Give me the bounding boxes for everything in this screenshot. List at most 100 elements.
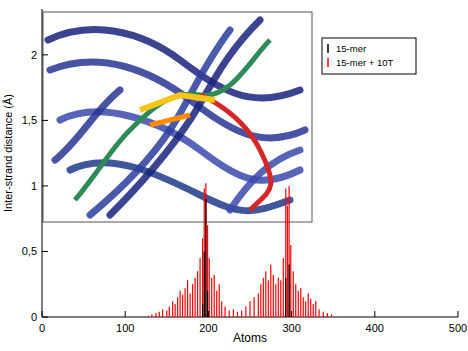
- spike: [211, 278, 212, 317]
- spike: [268, 280, 269, 317]
- spike: [182, 295, 183, 317]
- spike: [205, 183, 206, 317]
- spike: [172, 301, 173, 317]
- spike: [285, 189, 286, 317]
- legend-label: 15-mer: [336, 43, 366, 54]
- spike: [308, 293, 309, 317]
- y-tick: [42, 317, 48, 318]
- inset-image: [43, 12, 312, 222]
- legend-swatch: [327, 58, 329, 67]
- spike: [293, 271, 294, 317]
- y-tick-label: 0: [31, 311, 37, 323]
- spike: [197, 271, 198, 317]
- spike: [283, 258, 284, 317]
- spike: [162, 309, 163, 317]
- spike: [323, 312, 324, 317]
- y-tick: [42, 54, 48, 55]
- spike: [275, 284, 276, 317]
- spike: [289, 265, 290, 317]
- spike: [295, 284, 296, 317]
- spike: [249, 301, 250, 317]
- spike: [315, 301, 316, 317]
- y-tick: [42, 185, 48, 186]
- spike: [258, 293, 259, 317]
- y-tick-label: 2: [31, 49, 37, 61]
- spike: [204, 189, 205, 317]
- spike: [205, 199, 206, 317]
- spike: [310, 299, 311, 317]
- spike: [177, 297, 178, 317]
- spike: [245, 307, 246, 317]
- legend-box: [322, 38, 416, 74]
- spike: [287, 206, 288, 317]
- spike: [216, 291, 217, 317]
- spike: [263, 278, 264, 317]
- spike: [202, 304, 203, 317]
- spike: [270, 265, 271, 317]
- x-tick-label: 200: [199, 322, 217, 334]
- x-tick-label: 100: [116, 322, 134, 334]
- y-tick: [42, 251, 48, 252]
- spike: [185, 288, 186, 317]
- spike: [155, 313, 156, 317]
- spike: [207, 291, 208, 317]
- x-tick: [125, 311, 126, 317]
- x-tick: [458, 311, 459, 317]
- spike: [169, 307, 170, 317]
- spike: [207, 225, 208, 317]
- spike: [224, 307, 225, 317]
- spike: [192, 284, 193, 317]
- y-tick: [42, 120, 48, 121]
- chart: 0 100 200 300 400 500 0 0,5 1 1,5 2 Atoms Inter-stra…: [0, 0, 468, 351]
- spike: [180, 291, 181, 317]
- spike: [241, 310, 242, 317]
- y-tick-label: 1,5: [22, 114, 37, 126]
- spike: [237, 312, 238, 317]
- x-tick: [42, 311, 43, 317]
- spike: [285, 278, 286, 317]
- spike: [214, 275, 215, 317]
- x-tick: [208, 311, 209, 317]
- spike: [280, 280, 281, 317]
- plot-area: [148, 183, 331, 317]
- spike: [260, 284, 261, 317]
- legend-swatch: [327, 44, 329, 53]
- spike: [327, 313, 328, 317]
- spike: [305, 301, 306, 317]
- legend-label: 15-mer + 10T: [336, 57, 393, 68]
- spike: [175, 304, 176, 317]
- x-tick-label: 300: [282, 322, 300, 334]
- x-axis-label: Atoms: [233, 331, 267, 345]
- spike: [221, 301, 222, 317]
- x-tick: [374, 311, 375, 317]
- y-tick-label: 1: [31, 180, 37, 192]
- spike: [303, 297, 304, 317]
- x-tick-label: 500: [449, 322, 467, 334]
- spike: [148, 316, 149, 317]
- spike: [313, 304, 314, 317]
- spike: [219, 284, 220, 317]
- spike: [229, 310, 230, 317]
- spike: [318, 309, 319, 317]
- spike: [273, 275, 274, 317]
- x-tick: [291, 311, 292, 317]
- spike: [265, 271, 266, 317]
- spike: [298, 291, 299, 317]
- spike: [209, 258, 210, 317]
- spike: [290, 245, 291, 317]
- spike: [202, 238, 203, 317]
- legend: 15-mer 15-mer + 10T: [322, 38, 416, 74]
- spike: [331, 314, 332, 317]
- y-tick-label: 0,5: [22, 245, 37, 257]
- spike: [159, 312, 160, 317]
- spike: [166, 310, 167, 317]
- x-tick-label: 400: [366, 322, 384, 334]
- spike: [187, 280, 188, 317]
- spike: [151, 314, 152, 317]
- spike: [199, 258, 200, 317]
- spike: [278, 278, 279, 317]
- spike: [300, 288, 301, 317]
- spike: [289, 186, 290, 317]
- x-tick-label: 0: [39, 322, 45, 334]
- y-axis-label: Inter-strand distance (Å): [2, 94, 14, 212]
